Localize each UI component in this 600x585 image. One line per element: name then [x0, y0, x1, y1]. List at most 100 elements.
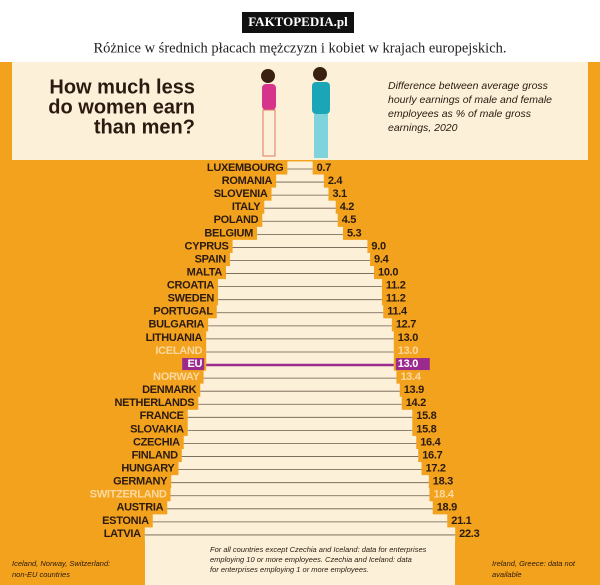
row-bar [198, 396, 402, 411]
category-label: ESTONIA [102, 515, 149, 527]
value-label: 16.7 [422, 449, 442, 461]
value-label: 5.3 [347, 227, 362, 239]
category-label: BELGIUM [204, 227, 253, 239]
row-bar [187, 409, 413, 424]
value-label: 4.5 [342, 214, 357, 226]
row-bar [206, 344, 394, 359]
caption: Różnice w średnich płacach mężczyzn i ko… [93, 40, 506, 56]
category-label: SPAIN [195, 253, 227, 265]
row-bar [187, 422, 413, 437]
row-bar [152, 514, 448, 528]
title: do women earn [48, 96, 195, 118]
row-bar [178, 462, 422, 476]
category-label: ICELAND [155, 345, 202, 357]
value-label: 11.2 [386, 280, 406, 292]
footnote: available [492, 570, 522, 579]
value-label: 13.0 [398, 358, 418, 370]
row-bar [226, 266, 374, 280]
value-label: 10.0 [378, 266, 398, 278]
row-bar [218, 292, 382, 306]
category-label: NETHERLANDS [114, 397, 194, 409]
value-label: 17.2 [426, 463, 446, 475]
category-label: ITALY [232, 201, 261, 213]
row-bar [171, 475, 429, 489]
figures [261, 67, 330, 158]
row-bar [170, 488, 430, 502]
category-label: SWEDEN [168, 293, 215, 305]
category-label: CYPRUS [185, 240, 229, 252]
category-label: SWITZERLAND [90, 489, 167, 501]
highlight-box [395, 358, 430, 371]
value-label: 9.0 [371, 240, 386, 252]
category-label: ROMANIA [222, 175, 273, 187]
row-bar [257, 226, 343, 241]
category-label: PORTUGAL [153, 306, 213, 318]
value-label: 11.4 [387, 306, 408, 318]
row-bar [264, 200, 336, 215]
row-bar [181, 449, 419, 463]
category-label: AUSTRIA [116, 502, 163, 514]
row-bar [276, 174, 324, 189]
row-bar [271, 187, 329, 202]
category-label: CROATIA [167, 280, 215, 292]
brand-box [242, 12, 354, 33]
category-label: LUXEMBOURG [207, 162, 283, 174]
title: than men? [94, 116, 195, 138]
row-bar [183, 435, 417, 450]
value-label: 3.1 [332, 188, 347, 200]
subtitle: Difference between average gross [388, 80, 549, 92]
category-label: FRANCE [140, 410, 184, 422]
brand: FAKTOPEDIA.pl [248, 14, 348, 29]
row-bar [229, 252, 371, 267]
value-label: 15.8 [416, 423, 436, 435]
category-label: POLAND [214, 214, 259, 226]
row-bar [287, 161, 313, 176]
category-label: EU [188, 358, 203, 370]
subtitle: earnings, 2020 [388, 122, 458, 134]
value-label: 13.4 [400, 371, 421, 383]
footnote: Ireland, Greece: data not [492, 559, 576, 568]
category-label: LITHUANIA [146, 332, 203, 344]
row-bar [206, 331, 394, 345]
category-label: NORWAY [153, 371, 200, 383]
footnote: non-EU countries [12, 570, 70, 579]
category-label: FINLAND [132, 449, 179, 461]
value-label: 16.4 [420, 436, 441, 448]
footnote: for enterprises employing 1 or more empl… [210, 565, 369, 574]
value-label: 2.4 [328, 175, 344, 187]
value-label: 14.2 [406, 397, 426, 409]
value-label: 15.8 [416, 410, 436, 422]
highlight-box [182, 358, 205, 371]
base-panel [145, 540, 455, 585]
category-label: SLOVENIA [214, 188, 268, 200]
row-bar [216, 305, 384, 319]
row-bar [144, 527, 456, 541]
row-bar [167, 501, 433, 515]
row-bar [232, 239, 368, 254]
row-bar [208, 318, 392, 332]
footnote: employing 10 or more employees. Czechia … [210, 555, 412, 564]
category-label: CZECHIA [133, 436, 180, 448]
value-label: 22.3 [459, 528, 479, 540]
subtitle: hourly earnings of male and female [388, 94, 552, 106]
value-label: 18.4 [433, 489, 454, 501]
value-label: 11.2 [386, 293, 406, 305]
category-label: DENMARK [142, 384, 196, 396]
title: How much less [49, 76, 195, 98]
value-label: 13.9 [404, 384, 424, 396]
category-label: LATVIA [104, 528, 141, 540]
footnote: For all countries except Czechia and Ice… [210, 545, 427, 554]
row-bar [262, 213, 338, 228]
value-label: 4.2 [340, 201, 355, 213]
category-label: HUNGARY [121, 463, 175, 475]
category-label: GERMANY [113, 476, 168, 488]
value-label: 9.4 [374, 253, 390, 265]
value-label: 13.0 [398, 332, 418, 344]
category-label: SLOVAKIA [130, 423, 184, 435]
row-bar [203, 370, 397, 385]
value-label: 18.3 [433, 476, 453, 488]
subtitle: employees as % of male gross [388, 108, 532, 120]
category-label: MALTA [187, 266, 223, 278]
